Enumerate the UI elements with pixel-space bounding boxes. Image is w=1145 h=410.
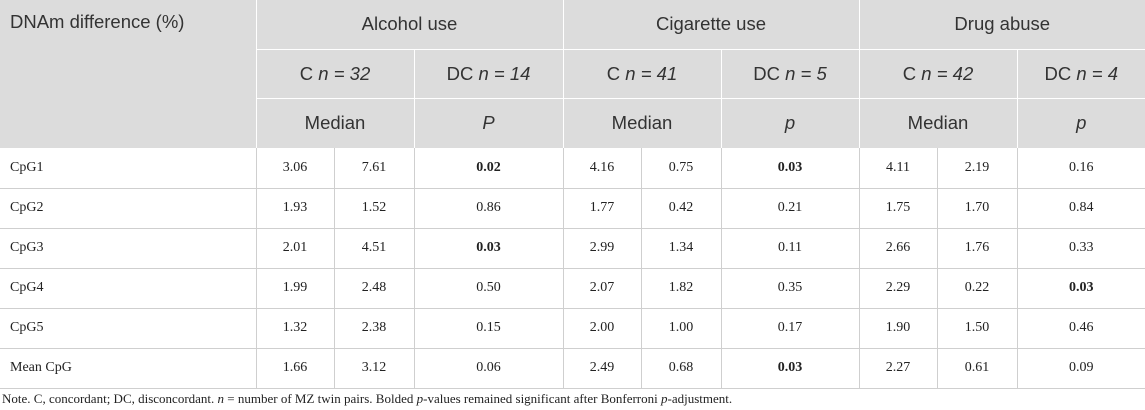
p-value-cell: 0.03 bbox=[413, 228, 563, 269]
median-cell: 1.82 bbox=[640, 268, 721, 309]
subgroup-header-dc: DC n = 14 bbox=[413, 49, 563, 99]
stat-header-median: Median bbox=[562, 98, 721, 148]
median-cell: 1.34 bbox=[640, 228, 721, 269]
subgroup-header-c: C n = 42 bbox=[858, 49, 1017, 99]
median-cell: 2.00 bbox=[562, 308, 641, 349]
median-cell: 2.01 bbox=[255, 228, 334, 269]
group-header-cigarette: Cigarette use bbox=[562, 0, 859, 50]
median-cell: 1.66 bbox=[255, 348, 334, 389]
median-cell: 2.49 bbox=[562, 348, 641, 389]
median-cell: 1.52 bbox=[333, 188, 414, 229]
significant-value: 0.03 bbox=[476, 240, 501, 255]
p-value-cell: 0.21 bbox=[720, 188, 859, 229]
p-value-cell: 0.16 bbox=[1016, 148, 1145, 189]
row-label: CpG5 bbox=[0, 308, 256, 349]
median-cell: 2.07 bbox=[562, 268, 641, 309]
corner-header: DNAm difference (%) bbox=[0, 0, 256, 148]
median-cell: 1.76 bbox=[936, 228, 1017, 269]
subgroup-header-c: C n = 32 bbox=[255, 49, 414, 99]
group-header-alcohol: Alcohol use bbox=[255, 0, 563, 50]
median-cell: 3.06 bbox=[255, 148, 334, 189]
median-cell: 2.27 bbox=[858, 348, 937, 389]
subgroup-header-c: C n = 41 bbox=[562, 49, 721, 99]
median-cell: 2.99 bbox=[562, 228, 641, 269]
table-row: CpG1 3.06 7.61 0.02 4.16 0.75 0.03 4.11 2.19 0.16 bbox=[0, 148, 1145, 189]
p-value-cell: 0.09 bbox=[1016, 348, 1145, 389]
row-label: Mean CpG bbox=[0, 348, 256, 389]
median-cell: 0.42 bbox=[640, 188, 721, 229]
row-label: CpG3 bbox=[0, 228, 256, 269]
stat-header-p: P bbox=[413, 98, 563, 148]
median-cell: 4.51 bbox=[333, 228, 414, 269]
row-label: CpG1 bbox=[0, 148, 256, 189]
median-cell: 1.32 bbox=[255, 308, 334, 349]
median-cell: 4.11 bbox=[858, 148, 937, 189]
median-cell: 0.68 bbox=[640, 348, 721, 389]
median-cell: 1.50 bbox=[936, 308, 1017, 349]
median-cell: 2.66 bbox=[858, 228, 937, 269]
p-value-cell: 0.03 bbox=[720, 348, 859, 389]
median-cell: 2.19 bbox=[936, 148, 1017, 189]
significant-value: 0.03 bbox=[1069, 280, 1094, 295]
significant-value: 0.03 bbox=[777, 360, 803, 375]
p-value-cell: 0.02 bbox=[413, 148, 563, 189]
stat-header-median: Median bbox=[255, 98, 414, 148]
median-cell: 1.93 bbox=[255, 188, 334, 229]
median-cell: 2.29 bbox=[858, 268, 937, 309]
median-cell: 1.00 bbox=[640, 308, 721, 349]
table-note: Note. C, concordant; DC, disconcordant. … bbox=[2, 391, 733, 406]
median-cell: 0.61 bbox=[936, 348, 1017, 389]
p-value-cell: 0.17 bbox=[720, 308, 859, 349]
p-value-cell: 0.03 bbox=[720, 148, 859, 189]
stat-header-p: p bbox=[1016, 98, 1145, 148]
median-cell: 1.75 bbox=[858, 188, 937, 229]
row-label: CpG2 bbox=[0, 188, 256, 229]
median-cell: 1.99 bbox=[255, 268, 334, 309]
p-value-cell: 0.06 bbox=[413, 348, 563, 389]
median-cell: 0.75 bbox=[640, 148, 721, 189]
p-value-cell: 0.11 bbox=[720, 228, 859, 269]
significant-value: 0.02 bbox=[476, 159, 501, 175]
dnam-difference-table: DNAm difference (%) Alcohol use Cigarett… bbox=[0, 0, 1145, 389]
table-header: DNAm difference (%) Alcohol use Cigarett… bbox=[0, 0, 1145, 148]
table-row: Mean CpG 1.66 3.12 0.06 2.49 0.68 0.03 2.27 0.61… bbox=[0, 348, 1145, 389]
p-value-cell: 0.35 bbox=[720, 268, 859, 309]
p-value-cell: 0.15 bbox=[413, 308, 563, 349]
median-cell: 1.90 bbox=[858, 308, 937, 349]
median-cell: 7.61 bbox=[333, 148, 414, 189]
median-cell: 3.12 bbox=[333, 348, 414, 389]
median-cell: 0.22 bbox=[936, 268, 1017, 309]
median-cell: 2.38 bbox=[333, 308, 414, 349]
table-row: CpG3 2.01 4.51 0.03 2.99 1.34 0.11 2.66 1.76 0.33 bbox=[0, 228, 1145, 269]
p-value-cell: 0.84 bbox=[1016, 188, 1145, 229]
p-value-cell: 0.86 bbox=[413, 188, 563, 229]
significant-value: 0.03 bbox=[777, 159, 803, 175]
p-value-cell: 0.03 bbox=[1016, 268, 1145, 309]
table-row: CpG2 1.93 1.52 0.86 1.77 0.42 0.21 1.75 1.70 0.84 bbox=[0, 188, 1145, 229]
p-value-cell: 0.46 bbox=[1016, 308, 1145, 349]
median-cell: 4.16 bbox=[562, 148, 641, 189]
median-cell: 1.70 bbox=[936, 188, 1017, 229]
row-label: CpG4 bbox=[0, 268, 256, 309]
group-header-drug: Drug abuse bbox=[858, 0, 1145, 50]
table-body: CpG1 3.06 7.61 0.02 4.16 0.75 0.03 4.11 2.19 0.16… bbox=[0, 148, 1145, 389]
table-row: CpG4 1.99 2.48 0.50 2.07 1.82 0.35 2.29 0.22 0.03 bbox=[0, 268, 1145, 309]
table-row: CpG5 1.32 2.38 0.15 2.00 1.00 0.17 1.90 1.50 0.46 bbox=[0, 308, 1145, 349]
subgroup-header-dc: DC n = 4 bbox=[1016, 49, 1145, 99]
subgroup-header-dc: DC n = 5 bbox=[720, 49, 859, 99]
stat-header-p: p bbox=[720, 98, 859, 148]
stat-header-median: Median bbox=[858, 98, 1017, 148]
median-cell: 1.77 bbox=[562, 188, 641, 229]
p-value-cell: 0.33 bbox=[1016, 228, 1145, 269]
p-value-cell: 0.50 bbox=[413, 268, 563, 309]
median-cell: 2.48 bbox=[333, 268, 414, 309]
